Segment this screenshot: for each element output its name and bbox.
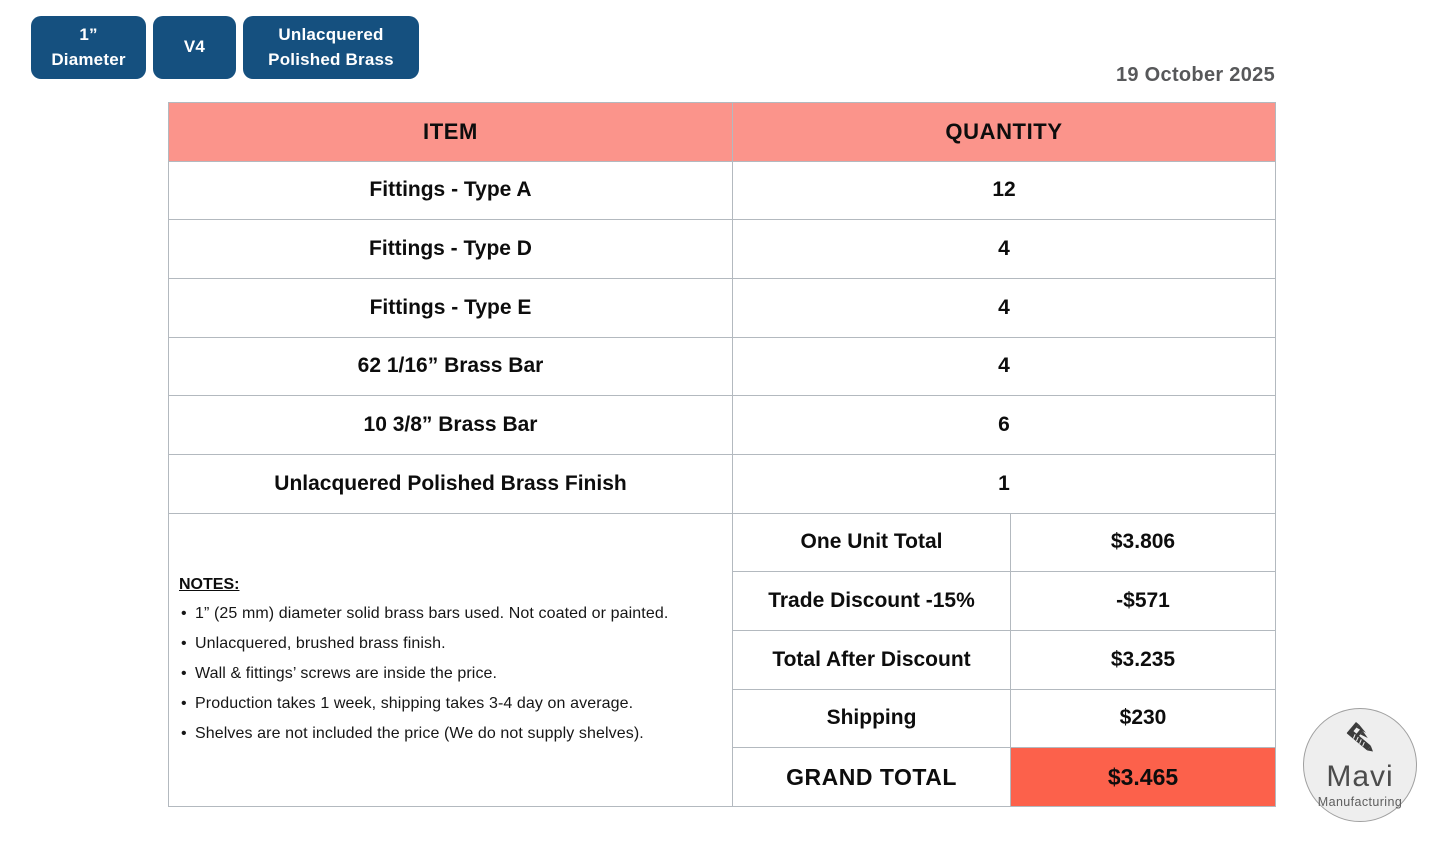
grand-total-row: GRAND TOTAL $3.465: [169, 747, 1276, 807]
caliper-icon: [1346, 721, 1373, 752]
total-value-trade-discount: -$571: [1010, 571, 1276, 631]
total-value-after-discount: $3.235: [1010, 629, 1276, 690]
table-row: Fittings - Type A 12: [168, 160, 1276, 221]
item-name: Fittings - Type D: [168, 219, 733, 279]
total-value-shipping: $230: [1010, 688, 1276, 749]
logo-name: Mavi: [1326, 760, 1394, 793]
note-item: Unlacquered, brushed brass finish.: [179, 635, 704, 653]
company-logo: Mavi Manufacturing: [1303, 708, 1417, 822]
badge-diameter: 1” Diameter: [31, 16, 146, 79]
totals-row: Trade Discount -15% -$571: [169, 571, 1276, 631]
total-label-shipping: Shipping: [732, 688, 1011, 749]
item-quantity: 4: [732, 219, 1276, 279]
item-name: 10 3/8” Brass Bar: [168, 395, 733, 455]
grand-total-value: $3.465: [1010, 747, 1276, 807]
item-name: 62 1/16” Brass Bar: [168, 336, 733, 397]
item-column-header: ITEM: [168, 102, 733, 162]
total-label-after-discount: Total After Discount: [732, 629, 1011, 690]
item-name: Fittings - Type E: [168, 277, 733, 338]
note-item: Production takes 1 week, shipping takes …: [179, 695, 704, 713]
item-quantity: 1: [732, 453, 1276, 514]
item-name: Unlacquered Polished Brass Finish: [168, 453, 733, 514]
note-item: Shelves are not included the price (We d…: [179, 725, 704, 743]
table-row: 10 3/8” Brass Bar 6: [168, 395, 1276, 455]
note-item: 1” (25 mm) diameter solid brass bars use…: [179, 605, 704, 623]
badge-version: V4: [153, 16, 236, 79]
spec-badges: 1” Diameter V4 Unlacquered Polished Bras…: [31, 16, 419, 79]
table-header-row: ITEM QUANTITY: [168, 102, 1276, 162]
table-row: 62 1/16” Brass Bar 4: [168, 336, 1276, 397]
logo-subtitle: Manufacturing: [1317, 795, 1403, 809]
item-quantity: 4: [732, 277, 1276, 338]
table-row: Fittings - Type D 4: [168, 219, 1276, 279]
totals-row: Total After Discount $3.235: [169, 629, 1276, 690]
table-row: Unlacquered Polished Brass Finish 1: [168, 453, 1276, 514]
document-date: 19 October 2025: [1115, 64, 1275, 86]
note-item: Wall & fittings’ screws are inside the p…: [179, 665, 704, 683]
notes-heading: NOTES:: [179, 576, 240, 594]
item-quantity: 12: [732, 160, 1276, 221]
table-row: Fittings - Type E 4: [168, 277, 1276, 338]
quote-table: ITEM QUANTITY Fittings - Type A 12 Fitti…: [168, 102, 1276, 807]
item-quantity: 4: [732, 336, 1276, 397]
badge-finish: Unlacquered Polished Brass: [243, 16, 419, 79]
quantity-column-header: QUANTITY: [732, 102, 1276, 162]
item-name: Fittings - Type A: [168, 160, 733, 221]
total-label-one-unit: One Unit Total: [732, 512, 1011, 573]
totals-row: NOTES: 1” (25 mm) diameter solid brass b…: [168, 512, 1276, 807]
notes-list: 1” (25 mm) diameter solid brass bars use…: [179, 605, 704, 743]
total-label-trade-discount: Trade Discount -15%: [732, 571, 1011, 631]
grand-total-label: GRAND TOTAL: [732, 747, 1011, 807]
item-quantity: 6: [732, 395, 1276, 455]
totals-row: Shipping $230: [169, 688, 1276, 749]
total-value-one-unit: $3.806: [1010, 512, 1276, 573]
notes-cell: NOTES: 1” (25 mm) diameter solid brass b…: [168, 512, 733, 807]
